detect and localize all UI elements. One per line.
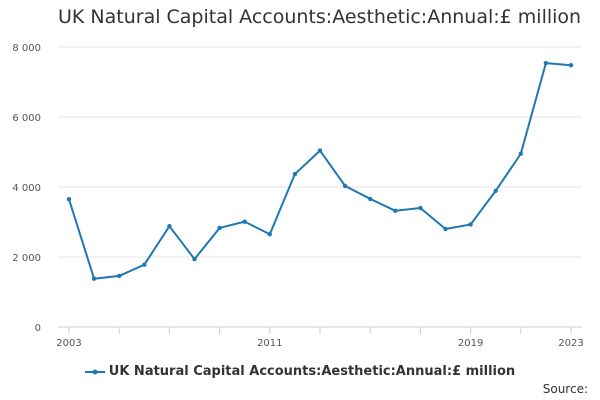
- source-label: Source:: [542, 382, 588, 396]
- data-point[interactable]: [117, 273, 122, 279]
- y-tick-label: 8 000: [12, 43, 41, 54]
- gridlines: [58, 46, 582, 258]
- x-tick-label: 2023: [558, 338, 583, 349]
- data-point[interactable]: [468, 222, 473, 227]
- data-point[interactable]: [393, 208, 398, 213]
- data-point[interactable]: [242, 219, 247, 224]
- data-point[interactable]: [167, 224, 172, 229]
- data-point[interactable]: [543, 60, 549, 66]
- data-point[interactable]: [368, 196, 373, 202]
- data-point[interactable]: [66, 197, 72, 202]
- x-tick-label: 2011: [257, 338, 282, 349]
- data-point[interactable]: [142, 262, 147, 267]
- y-tick-label: 2 000: [12, 253, 41, 264]
- legend[interactable]: UK Natural Capital Accounts:Aesthetic:An…: [0, 364, 600, 379]
- y-tick-label: 4 000: [12, 183, 41, 194]
- axes: [58, 326, 582, 334]
- series-group: [66, 60, 574, 281]
- y-tick-label: 0: [35, 323, 41, 334]
- data-point[interactable]: [418, 205, 423, 211]
- data-point[interactable]: [443, 226, 448, 232]
- data-point[interactable]: [493, 188, 498, 194]
- data-point[interactable]: [518, 151, 523, 156]
- series-line: [68, 62, 572, 280]
- data-point[interactable]: [192, 256, 197, 262]
- chart-title: UK Natural Capital Accounts:Aesthetic:An…: [58, 6, 582, 28]
- data-point[interactable]: [217, 225, 222, 231]
- data-point[interactable]: [568, 62, 574, 68]
- x-tick-label: 2003: [56, 338, 81, 349]
- data-point[interactable]: [91, 276, 97, 281]
- data-point[interactable]: [292, 171, 298, 177]
- legend-label: UK Natural Capital Accounts:Aesthetic:An…: [108, 364, 516, 379]
- tick-labels: 0 2 000 4 000 6 000 8 000 2003 2011 2019 2023: [12, 43, 583, 349]
- data-point[interactable]: [317, 148, 323, 153]
- data-point[interactable]: [267, 232, 272, 237]
- y-tick-label: 6 000: [12, 113, 41, 124]
- legend-swatch: [84, 369, 105, 374]
- x-tick-label: 2019: [458, 338, 483, 349]
- data-point[interactable]: [342, 183, 348, 189]
